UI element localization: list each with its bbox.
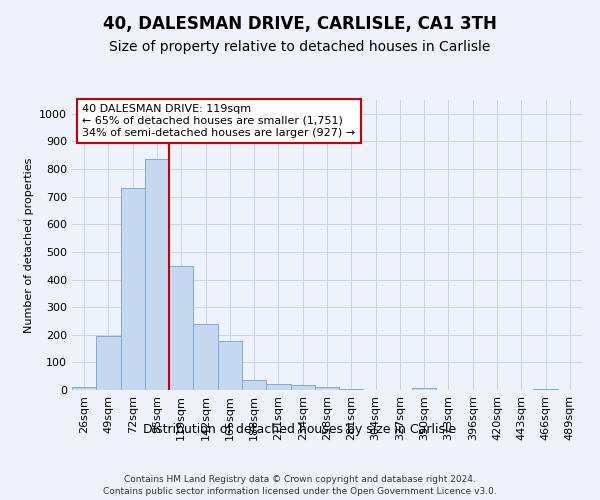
Text: Size of property relative to detached houses in Carlisle: Size of property relative to detached ho…	[109, 40, 491, 54]
Bar	[96, 336, 121, 390]
Text: Contains public sector information licensed under the Open Government Licence v3: Contains public sector information licen…	[103, 488, 497, 496]
Text: Contains HM Land Registry data © Crown copyright and database right 2024.: Contains HM Land Registry data © Crown c…	[124, 475, 476, 484]
Bar	[218, 341, 242, 390]
Text: 40, DALESMAN DRIVE, CARLISLE, CA1 3TH: 40, DALESMAN DRIVE, CARLISLE, CA1 3TH	[103, 15, 497, 33]
Text: Distribution of detached houses by size in Carlisle: Distribution of detached houses by size …	[143, 422, 457, 436]
Bar	[290, 386, 315, 390]
Text: 40 DALESMAN DRIVE: 119sqm
← 65% of detached houses are smaller (1,751)
34% of se: 40 DALESMAN DRIVE: 119sqm ← 65% of detac…	[82, 104, 355, 138]
Bar	[169, 266, 193, 390]
Bar	[242, 380, 266, 390]
Bar	[121, 188, 145, 390]
Bar	[72, 387, 96, 390]
Bar	[533, 388, 558, 390]
Bar	[315, 387, 339, 390]
Bar	[339, 388, 364, 390]
Bar	[266, 384, 290, 390]
Y-axis label: Number of detached properties: Number of detached properties	[23, 158, 34, 332]
Bar	[193, 324, 218, 390]
Bar	[412, 388, 436, 390]
Bar	[145, 160, 169, 390]
